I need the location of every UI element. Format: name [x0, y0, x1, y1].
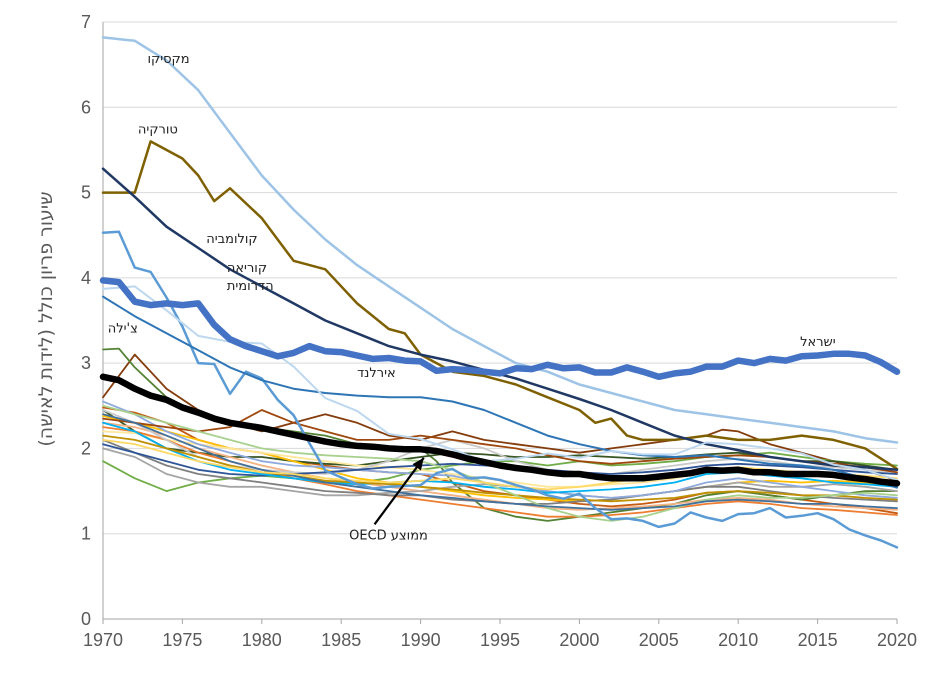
annotation-label: קוריאה [227, 261, 267, 276]
annotation-label: טורקיה [138, 123, 178, 138]
oecd-arrow-head [412, 457, 424, 471]
y-tick-label: 6 [81, 97, 91, 117]
annotation-label: קולומביה [206, 232, 257, 247]
y-tick-label: 2 [81, 438, 91, 458]
x-tick-label: 1970 [83, 630, 123, 650]
x-tick-label: 2015 [798, 630, 838, 650]
highlighted-series [99, 36, 901, 549]
series-line-23 [102, 434, 898, 503]
x-tick-label: 1975 [162, 630, 202, 650]
x-tick-label: 1985 [321, 630, 361, 650]
series-line-4 [102, 295, 898, 489]
y-tick-label: 1 [81, 524, 91, 544]
series-line-11 [102, 451, 898, 492]
y-tick-label: 3 [81, 353, 91, 373]
x-tick-label: 2000 [559, 630, 599, 650]
annotation-label: הדרומית [227, 279, 274, 294]
axes: 0 1 2 3 4 5 6 7 1970 1975 1980 1985 1990 1995 2000 2005… [81, 12, 917, 650]
y-tick-label: 4 [81, 268, 91, 288]
x-tick-label: 1980 [242, 630, 282, 650]
series-line-26 [102, 413, 898, 511]
series-line-6 [99, 277, 901, 381]
series-line-1 [101, 140, 899, 471]
series-line-25 [102, 404, 898, 522]
series-line-7 [99, 373, 901, 487]
annotation-label: אירלנד [357, 366, 396, 381]
x-tick-label: 1995 [480, 630, 520, 650]
series-line-0 [101, 36, 899, 444]
y-tick-label: 5 [81, 183, 91, 203]
y-tick-label: 7 [81, 12, 91, 32]
y-axis-label: שיעור פריון כולל (לידות לאישה) [35, 191, 57, 446]
y-tick-label: 0 [81, 609, 91, 629]
x-tick-label: 2005 [639, 630, 679, 650]
x-tick-label: 2020 [877, 630, 917, 650]
x-tick-label: 1990 [401, 630, 441, 650]
annotation-label: צ'ילה [108, 321, 138, 336]
annotation-label: מקסיקו [147, 52, 189, 67]
oecd-arrow-shaft [373, 457, 425, 525]
annotation-label: ישראל [800, 335, 836, 350]
annotation-label: OECD ממוצע [349, 529, 428, 544]
series-line-3 [101, 230, 899, 549]
x-tick-label: 2010 [718, 630, 758, 650]
annotations: מקסיקו טורקיה קולומביה קוריאה הדרומית צ'ילה אי… [108, 52, 836, 544]
